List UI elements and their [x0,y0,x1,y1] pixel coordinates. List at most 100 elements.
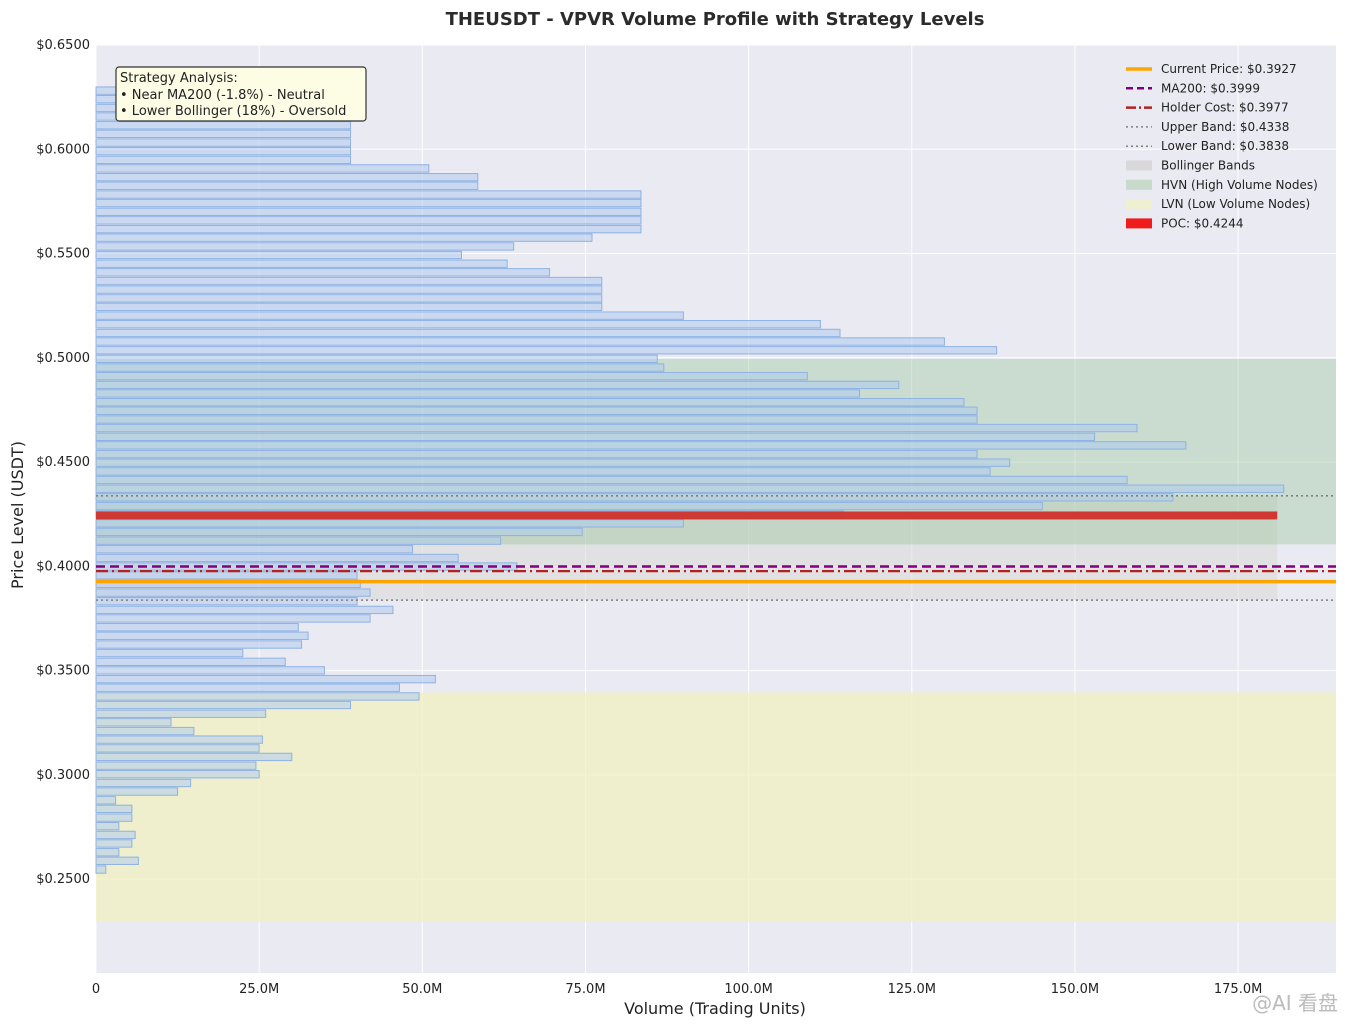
y-tick-label: $0.2500 [36,872,90,887]
volume-bar [95,848,120,857]
legend-label: LVN (Low Volume Nodes) [1161,197,1310,211]
volume-bar [95,588,371,597]
volume-bar [95,346,998,355]
volume-bar [95,821,120,831]
volume-bar [95,700,352,710]
volume-bar [95,614,371,623]
volume-bar [95,536,502,545]
x-tick-label: 150.0M [1051,982,1099,997]
y-tick-label: $0.6500 [36,38,90,53]
volume-bar [95,207,642,216]
volume-bar [95,683,400,692]
volume-bar [95,302,603,312]
volume-bar [95,553,459,563]
poc-bar [96,511,1278,520]
volume-bar [95,432,1096,442]
volume-bar [95,744,260,753]
volume-bar [95,778,192,788]
volume-bar [95,449,978,459]
x-axis-ticks: 0 25.0M 50.0M 75.0M 100.0M 125.0M 150.0M 175.0M [92,982,1262,997]
volume-bar [95,856,139,865]
volume-bar [95,865,107,874]
volume-bar [95,371,808,381]
volume-bar [95,475,1128,485]
volume-bar [95,311,684,320]
x-tick-label: 75.0M [565,982,605,997]
volume-bar [95,623,299,632]
annotation-box [115,66,367,122]
y-axis-label: Price Level (USDT) [8,441,27,589]
legend-swatch [1126,160,1152,171]
volume-bar [95,138,352,147]
volume-bar [95,796,117,805]
legend-label: MA200: $0.3999 [1161,81,1260,95]
annotation-line: Strategy Analysis: [120,71,238,86]
legend: Current Price: $0.3927 MA200: $0.3999 Hold… [1126,62,1318,230]
x-tick-label: 125.0M [888,982,936,997]
volume-bar [95,605,394,615]
legend-label: Holder Cost: $0.3977 [1161,101,1289,115]
strategy-annotation: Strategy Analysis: • Near MA200 (-1.8%) … [115,66,367,122]
volume-bar [95,285,603,294]
volume-bar [95,173,479,182]
y-tick-label: $0.6000 [36,142,90,157]
x-axis-label: Volume (Trading Units) [624,999,806,1018]
volume-bar [95,692,420,701]
volume-bar [95,726,195,736]
volume-bar [95,839,133,848]
volume-bar [95,406,978,415]
volume-bar [95,250,462,260]
volume-bar [95,389,861,398]
volume-bar [95,735,263,744]
volume-bar [95,813,133,822]
volume-bar [95,666,325,675]
volume-bar [95,294,603,303]
volume-bar [95,596,358,606]
annotation-line: • Lower Bollinger (18%) - Oversold [120,104,346,119]
y-tick-label: $0.4500 [36,455,90,470]
x-tick-label: 50.0M [402,982,442,997]
legend-swatch [1126,179,1152,190]
volume-bar [95,337,945,346]
y-axis-ticks: $0.2500 $0.3000 $0.3500 $0.4000 $0.4500 $0.50… [36,38,90,887]
volume-bar [95,830,136,840]
annotation-line: • Near MA200 (-1.8%) - Neutral [120,88,325,103]
volume-bar [95,519,684,528]
lvn-zone [96,692,1336,922]
volume-bar [95,198,642,208]
volume-bar [95,129,352,138]
y-tick-label: $0.4000 [36,559,90,574]
volume-bar [95,146,352,156]
watermark-text: @AI 看盘 [1252,991,1338,1015]
volume-bar [95,363,665,372]
volume-bar [95,718,172,727]
volume-bar [95,259,508,268]
volume-bar [95,631,309,640]
volume-bar [95,320,821,329]
volume-bar [95,493,1174,502]
y-tick-label: $0.3500 [36,664,90,679]
volume-bar [95,458,1011,467]
volume-bar [95,571,358,580]
volume-bar [95,545,414,554]
volume-bar [95,121,352,130]
x-tick-label: 25.0M [239,982,279,997]
volume-bar [95,224,642,234]
volume-bar [95,648,244,658]
volume-bar [95,216,642,225]
chart-title: THEUSDT - VPVR Volume Profile with Strat… [446,9,985,30]
volume-bar [95,164,430,173]
volume-bar [95,181,479,190]
legend-label: Bollinger Bands [1161,159,1255,173]
volume-bar [95,804,133,814]
x-tick-label: 0 [92,982,100,997]
y-tick-label: $0.5500 [36,247,90,262]
volume-bar [95,423,1138,433]
legend-label: Current Price: $0.3927 [1161,62,1297,76]
volume-bar [95,752,293,762]
legend-swatch [1126,218,1152,229]
volume-bar [95,527,583,537]
volume-bar [95,484,1285,493]
volume-bar [95,268,551,277]
